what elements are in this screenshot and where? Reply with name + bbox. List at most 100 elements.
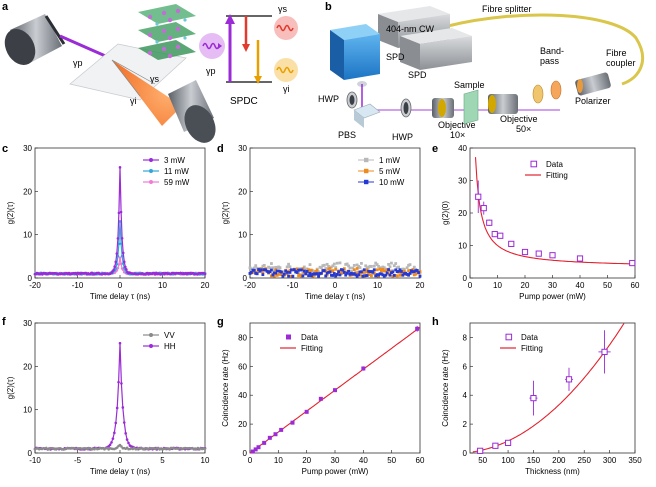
series-point <box>288 265 292 269</box>
series-point <box>285 265 289 269</box>
y-axis-label: g(2)(τ) <box>6 201 15 224</box>
x-tick-label: 50 <box>387 456 396 465</box>
series-point <box>118 220 122 223</box>
series-point <box>418 271 422 275</box>
x-tick-label: 0 <box>118 456 123 465</box>
series-point <box>328 267 332 270</box>
series-point <box>125 268 128 271</box>
y-tick-label: 6 <box>463 362 468 371</box>
x-tick-label: 10 <box>373 281 382 290</box>
legend-marker <box>505 333 513 341</box>
label-fibre-splitter: Fibre splitter <box>482 4 532 14</box>
series-point <box>362 274 366 278</box>
series-point <box>324 274 328 278</box>
series-line-HH <box>34 343 206 451</box>
series-point <box>127 441 130 445</box>
series-point <box>272 269 276 272</box>
data-point <box>333 388 337 393</box>
x-tick-label: 20 <box>302 456 311 465</box>
series-point <box>380 272 383 276</box>
series-point <box>414 272 418 276</box>
series-point <box>351 272 355 276</box>
data-point <box>530 395 537 402</box>
series-point <box>327 267 330 271</box>
series-point <box>250 271 253 274</box>
series-point <box>412 265 416 269</box>
chart-h: 50 100 150 200 250 300 350 0 2 4 6 8 Thickness (nm) C… <box>441 322 642 476</box>
data-point <box>535 250 542 257</box>
legend-marker <box>530 160 538 168</box>
series-point <box>365 274 369 277</box>
series-point <box>395 274 399 278</box>
series-point <box>364 274 368 278</box>
legend-c: 3 mW 11 mW 59 mW <box>143 156 190 187</box>
series-point <box>355 274 359 278</box>
label-gamma-s: γs <box>150 74 160 84</box>
chart-g-marks <box>249 325 421 454</box>
series-point <box>361 274 365 278</box>
series-point <box>304 272 308 276</box>
series-point <box>298 273 302 277</box>
label-spd-2: SPD <box>408 70 427 80</box>
series-point <box>360 261 363 265</box>
y-tick-label: 0 <box>243 274 248 283</box>
series-point <box>410 271 413 275</box>
legend-label: Fitting <box>546 171 568 180</box>
label-pbs: PBS <box>338 130 356 140</box>
series-point <box>328 270 332 274</box>
series-point <box>417 271 420 274</box>
y-tick-label: 2 <box>463 420 468 429</box>
x-tick-label: -10 <box>29 456 41 465</box>
legend-label: Data <box>546 160 563 169</box>
series-point <box>327 264 330 268</box>
data-point <box>492 442 499 449</box>
series-point <box>312 273 316 277</box>
series-point <box>325 262 329 266</box>
label-sample: Sample <box>454 80 485 90</box>
series-point <box>384 269 388 273</box>
series-point <box>378 272 382 276</box>
series-point <box>378 267 382 271</box>
y-tick-label: 20 <box>238 187 247 196</box>
data-point <box>549 252 556 259</box>
series-point <box>357 265 360 268</box>
series-point <box>119 242 123 245</box>
series-point <box>352 268 356 272</box>
data-point <box>497 232 504 239</box>
series-point <box>394 268 398 272</box>
series-point <box>122 421 126 424</box>
series-point <box>374 274 378 278</box>
panel-label-d: d <box>217 143 224 155</box>
series-point <box>297 274 300 278</box>
series-point <box>418 270 422 274</box>
fibre <box>447 13 645 86</box>
x-tick-label: 10 <box>158 281 167 290</box>
series-point <box>358 273 362 277</box>
y-axis-label: g(2)(τ) <box>6 376 15 399</box>
panel-b-setup: Fibre splitter SPD SPD 404-nm CW HWP PBS… <box>318 4 645 142</box>
series-point <box>360 270 363 274</box>
label-laser: 404-nm CW <box>386 24 435 34</box>
objective-right-icon <box>168 80 216 143</box>
fibre-coupler-icon <box>575 72 611 96</box>
x-tick-label: 300 <box>603 456 617 465</box>
series-point <box>117 242 121 246</box>
series-point <box>307 268 310 272</box>
series-point <box>324 267 328 270</box>
series-point <box>287 262 290 266</box>
y-axis-label: Coincidence rate (Hz) <box>221 349 230 427</box>
legend-marker <box>149 169 153 173</box>
series-point <box>342 267 346 270</box>
chart-d: -20 -10 0 10 20 0 10 20 30 Time delay τ (ns) g(2)(… <box>221 144 425 301</box>
series-point <box>311 272 315 276</box>
series-point <box>116 237 120 240</box>
series-point <box>262 268 266 272</box>
series-point <box>280 273 283 276</box>
data-point <box>504 439 512 446</box>
series-point <box>318 272 322 275</box>
series-point <box>338 273 342 277</box>
data-point <box>601 348 608 355</box>
series-point <box>312 272 316 276</box>
y-tick-label: 20 <box>458 209 467 218</box>
series-point <box>268 266 272 270</box>
